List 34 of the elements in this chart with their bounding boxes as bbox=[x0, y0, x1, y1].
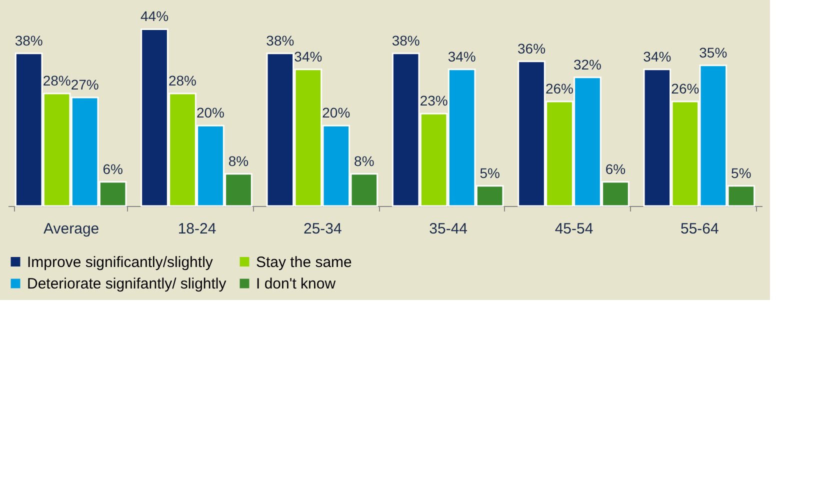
data-label: 38% bbox=[14, 32, 43, 48]
legend-label: Improve significantly/slightly bbox=[27, 254, 214, 271]
data-label: 38% bbox=[392, 32, 420, 48]
x-tick-label: 25-34 bbox=[303, 220, 342, 238]
data-label: 34% bbox=[643, 48, 672, 64]
data-label: 36% bbox=[517, 40, 546, 56]
x-tick-label: 35-44 bbox=[429, 220, 468, 238]
data-label: 5% bbox=[480, 164, 500, 181]
data-label: 5% bbox=[731, 164, 752, 181]
data-label: 26% bbox=[545, 80, 574, 97]
data-label: 20% bbox=[196, 104, 225, 121]
x-tick-label: Average bbox=[44, 220, 100, 238]
data-label: 28% bbox=[168, 72, 197, 88]
x-tick-label: 18-24 bbox=[178, 220, 216, 238]
data-label: 6% bbox=[102, 160, 123, 177]
data-label: 35% bbox=[699, 44, 728, 60]
legend-label: Deteriorate signifantly/ slightly bbox=[27, 276, 227, 292]
x-tick-label: 55-64 bbox=[680, 220, 719, 238]
data-label: 23% bbox=[420, 92, 448, 109]
data-label: 34% bbox=[294, 48, 322, 64]
data-label: 8% bbox=[228, 152, 249, 169]
legend-label: Stay the same bbox=[256, 254, 352, 271]
data-label: 44% bbox=[140, 8, 169, 24]
data-label: 32% bbox=[573, 56, 602, 72]
data-label: 38% bbox=[266, 32, 294, 48]
x-tick-label: 45-54 bbox=[554, 220, 594, 238]
data-label: 8% bbox=[354, 152, 374, 169]
data-label: 34% bbox=[448, 48, 476, 64]
data-label: 6% bbox=[605, 160, 626, 177]
legend-label: I don't know bbox=[256, 276, 336, 292]
data-label: 26% bbox=[671, 80, 700, 97]
data-label: 28% bbox=[42, 72, 71, 88]
data-label: 20% bbox=[322, 104, 350, 121]
data-label: 27% bbox=[70, 76, 99, 93]
